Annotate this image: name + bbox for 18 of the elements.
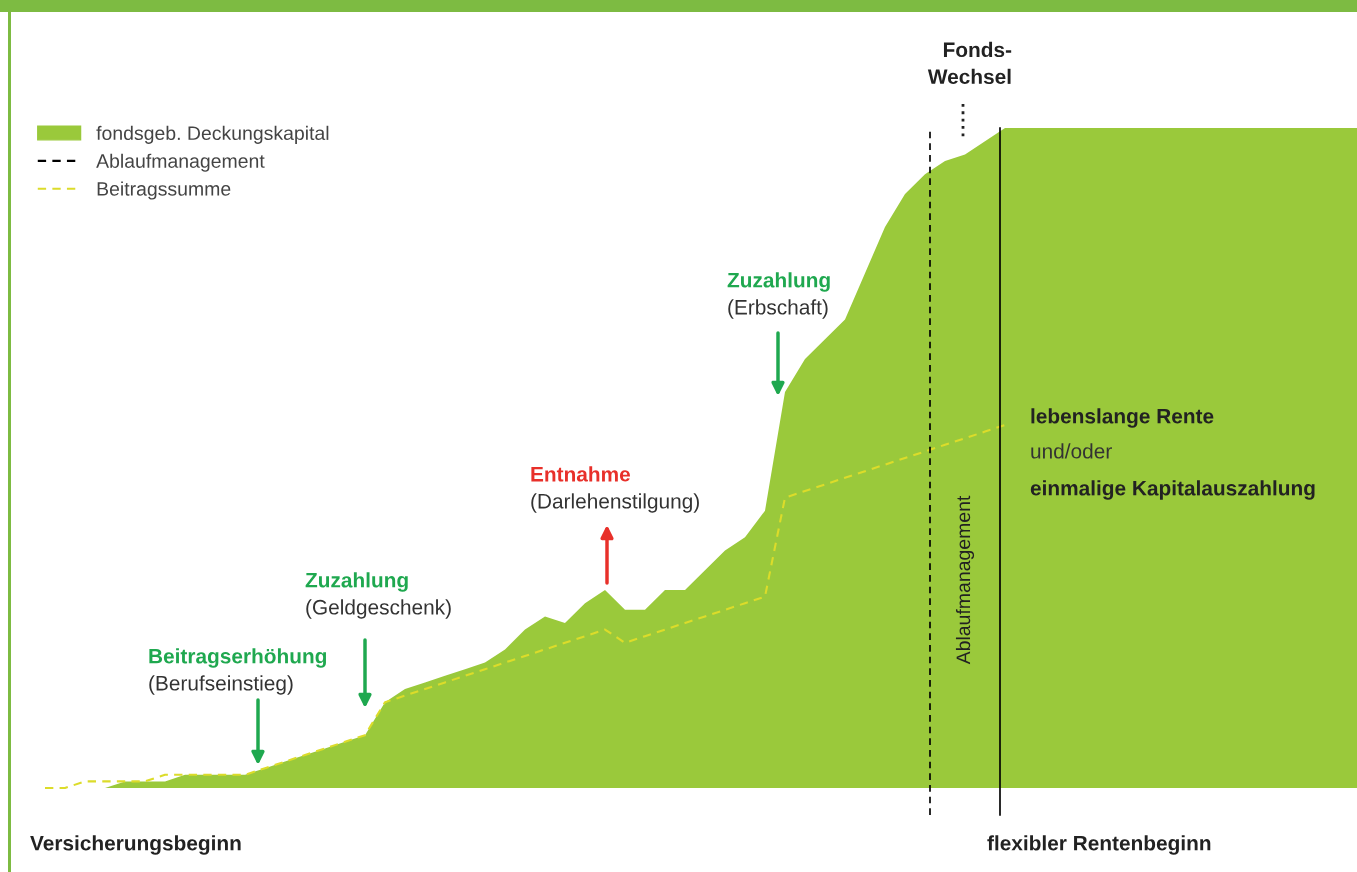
annotation: und/oder	[1031, 443, 1112, 459]
annotation: Ablaufmanagement	[96, 153, 265, 172]
annotation: (Erbschaft)	[728, 299, 828, 319]
annotation: Ablaufmanagement	[955, 495, 975, 665]
text: flexibler Rentenbeginn	[987, 835, 1211, 855]
annotation: Beitragserhöhung	[149, 648, 327, 668]
annotation: (Berufseinstieg)	[149, 675, 293, 695]
annotation: Zuzahlung	[727, 272, 830, 292]
text: Fonds- Wechsel	[927, 41, 1012, 85]
annotation: einmalige Kapitalauszahlung	[1030, 480, 1315, 500]
annotation: Zuzahlung	[305, 572, 408, 592]
legend-label: fondsgeb. Deckungskapital	[96, 125, 329, 144]
text: Versicherungsbeginn	[30, 835, 241, 855]
annotation: (Darlehenstilgung)	[531, 493, 699, 513]
annotation: Entnahme	[531, 466, 630, 482]
legend-label: Beitragssumme	[97, 181, 231, 200]
annotation: lebenslange Rente	[1031, 408, 1214, 428]
annotation: (Geldgeschenk)	[306, 599, 451, 619]
